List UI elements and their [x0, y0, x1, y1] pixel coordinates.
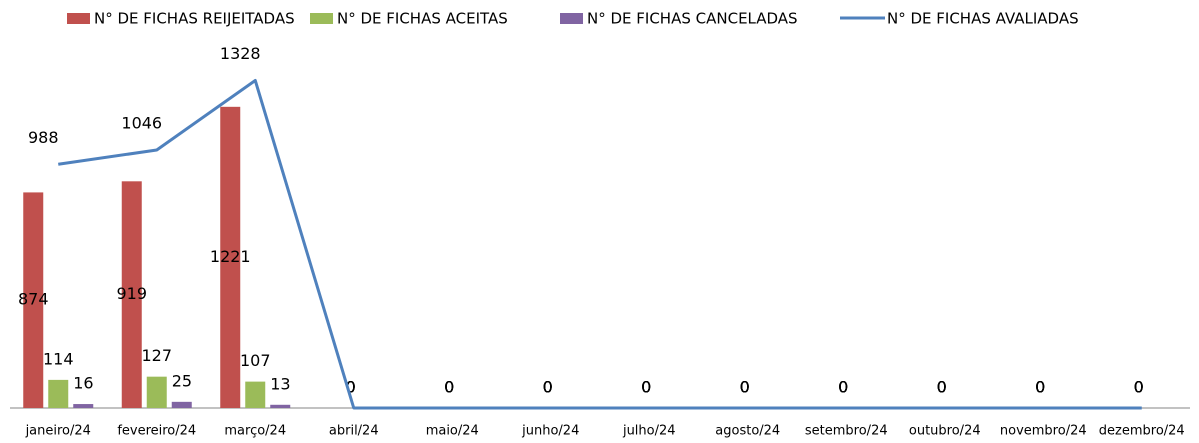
- x-tick-label: setembro/24: [805, 424, 888, 439]
- data-label: 0: [1134, 378, 1144, 397]
- data-label: 919: [116, 284, 147, 303]
- data-label: 0: [346, 378, 356, 397]
- data-label: 0: [838, 378, 848, 397]
- data-label: 0: [641, 378, 651, 397]
- bar: [23, 192, 44, 408]
- legend-swatch: [560, 13, 583, 24]
- data-label: 0: [444, 378, 454, 397]
- data-label: 1046: [121, 113, 162, 132]
- data-label: 0: [1134, 378, 1144, 397]
- x-tick-label: abril/24: [329, 424, 379, 439]
- x-tick-label: março/24: [224, 424, 286, 439]
- data-label: 13: [270, 374, 290, 393]
- bar: [146, 376, 167, 408]
- data-label: 0: [937, 378, 947, 397]
- data-label: 0: [1134, 378, 1144, 397]
- line-series: [58, 78, 1142, 410]
- legend-label: N° DE FICHAS REIJEITADAS: [94, 10, 295, 28]
- data-label: 16: [73, 374, 93, 393]
- data-label: 0: [937, 378, 947, 397]
- x-tick-label: julho/24: [622, 424, 676, 439]
- data-label: 0: [1035, 378, 1045, 397]
- data-label: 0: [346, 378, 356, 397]
- bar: [73, 404, 94, 408]
- legend-swatch: [310, 13, 333, 24]
- bar: [245, 381, 266, 408]
- data-label: 0: [543, 378, 553, 397]
- data-label: 0: [444, 378, 454, 397]
- data-label: 114: [43, 349, 74, 368]
- data-label: 0: [346, 378, 356, 397]
- x-tick-label: dezembro/24: [1099, 424, 1185, 439]
- data-label: 0: [838, 378, 848, 397]
- bar: [48, 379, 69, 408]
- data-label: 988: [28, 128, 59, 147]
- bar: [171, 401, 192, 408]
- data-label: 0: [444, 378, 454, 397]
- legend-label: N° DE FICHAS ACEITAS: [337, 10, 508, 28]
- data-label: 0: [346, 378, 356, 397]
- data-label: 0: [543, 378, 553, 397]
- x-tick-label: janeiro/24: [25, 424, 91, 439]
- legend-label: N° DE FICHAS AVALIADAS: [887, 10, 1079, 28]
- data-label: 0: [937, 378, 947, 397]
- data-label: 0: [1035, 378, 1045, 397]
- bar: [121, 181, 142, 408]
- x-tick-label: fevereiro/24: [117, 424, 196, 439]
- data-label: 0: [543, 378, 553, 397]
- data-label: 0: [740, 378, 750, 397]
- legend-label: N° DE FICHAS CANCELADAS: [587, 10, 798, 28]
- data-label: 1328: [220, 44, 261, 63]
- bar: [270, 404, 291, 408]
- x-tick-label: maio/24: [426, 424, 479, 439]
- data-label: 0: [543, 378, 553, 397]
- data-label: 0: [838, 378, 848, 397]
- data-label: 127: [141, 346, 172, 365]
- data-label: 0: [740, 378, 750, 397]
- data-label: 0: [444, 378, 454, 397]
- data-label: 0: [1035, 378, 1045, 397]
- x-tick-label: novembro/24: [1000, 424, 1087, 439]
- data-label: 107: [240, 351, 271, 370]
- bar: [220, 106, 241, 408]
- data-label: 0: [641, 378, 651, 397]
- data-label: 0: [838, 378, 848, 397]
- data-label: 0: [937, 378, 947, 397]
- data-label: 0: [641, 378, 651, 397]
- legend-swatch: [67, 13, 90, 24]
- data-label: 0: [1134, 378, 1144, 397]
- x-tick-label: agosto/24: [715, 424, 780, 439]
- x-tick-label: outubro/24: [909, 424, 981, 439]
- data-label: 0: [740, 378, 750, 397]
- data-label: 0: [641, 378, 651, 397]
- data-label: 0: [740, 378, 750, 397]
- data-label: 874: [18, 290, 49, 309]
- data-label: 0: [1035, 378, 1045, 397]
- data-label: 25: [172, 371, 192, 390]
- x-tick-label: junho/24: [521, 424, 579, 439]
- data-label: 1221: [210, 247, 251, 266]
